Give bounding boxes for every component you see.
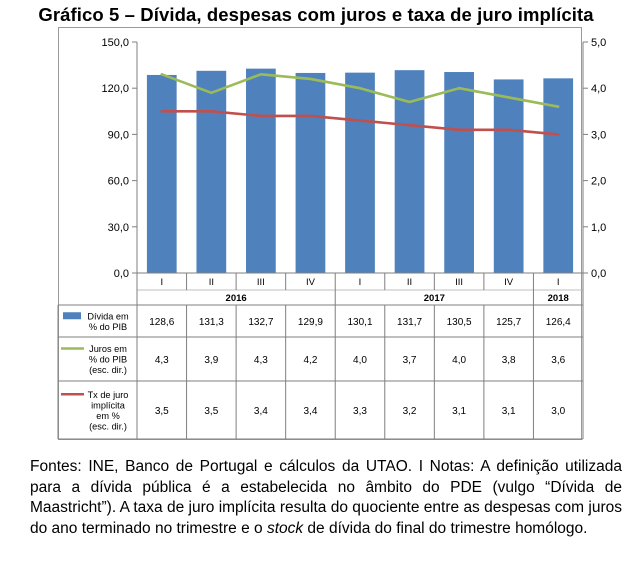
data-label: 4,0	[452, 355, 466, 366]
legend-label: Tx de juro	[88, 390, 129, 400]
data-label: 3,5	[155, 406, 169, 417]
data-label: 3,4	[254, 406, 268, 417]
x-tick-label: III	[455, 277, 463, 288]
legend-label: (esc. dir.)	[89, 421, 127, 431]
data-label: 129,9	[298, 317, 323, 328]
source-notes-text: Fontes: INE, Banco de Portugal e cálculo…	[30, 458, 622, 537]
y-tick-label-right: 0,0	[591, 268, 606, 280]
y-tick-label-left: 0,0	[114, 268, 129, 280]
legend-label: em %	[96, 411, 120, 421]
y-tick-label-right: 5,0	[591, 37, 606, 49]
legend-label: % do PIB	[89, 355, 127, 365]
x-group-label: 2016	[226, 293, 247, 304]
y-tick-label-right: 3,0	[591, 129, 606, 141]
legend-key	[63, 312, 81, 320]
chart-title: Gráfico 5 – Dívida, despesas com juros e…	[38, 4, 594, 25]
x-group-label: 2017	[424, 293, 445, 304]
y-tick-label-right: 2,0	[591, 176, 606, 188]
bar	[246, 68, 276, 273]
x-tick-label: I	[557, 277, 560, 288]
data-label: 3,1	[452, 406, 466, 417]
data-label: 3,9	[204, 355, 218, 366]
y-tick-label-right: 4,0	[591, 83, 606, 95]
bar	[493, 79, 524, 273]
y-tick-label-left: 90,0	[108, 129, 129, 141]
data-label: 3,6	[551, 355, 565, 366]
x-tick-label: IV	[306, 277, 316, 288]
x-tick-label: II	[407, 277, 412, 288]
data-label: 126,4	[546, 317, 571, 328]
bar	[444, 72, 474, 273]
series-line	[160, 110, 560, 136]
data-label: 125,7	[496, 317, 521, 328]
data-label: 130,5	[447, 317, 472, 328]
data-label: 3,7	[403, 355, 417, 366]
legend-label: % do PIB	[89, 322, 127, 332]
bar	[146, 74, 177, 274]
y-tick-label-left: 60,0	[108, 176, 129, 188]
source-notes-text-end: de dívida do final do trimestre homólogo…	[303, 519, 588, 537]
data-label: 3,5	[204, 406, 218, 417]
x-tick-label: I	[160, 277, 163, 288]
data-label: 4,0	[353, 355, 367, 366]
x-group-label: 2018	[548, 293, 569, 304]
y-tick-label-right: 1,0	[591, 222, 606, 234]
x-tick-label: IV	[504, 277, 514, 288]
data-label: 3,8	[502, 355, 516, 366]
chart: 0,0 30,0 60,0 90,0 120,0 150,0 0,0 1,0 2,0 3,0 4,0…	[57, 37, 606, 440]
data-label: 4,2	[303, 355, 317, 366]
legend-label: (esc. dir.)	[89, 365, 127, 375]
bar	[295, 72, 326, 273]
legend-label: Dívida em	[87, 311, 129, 321]
x-tick-label: III	[257, 277, 265, 288]
bar	[345, 72, 375, 274]
data-label: 3,1	[502, 406, 516, 417]
bar	[543, 78, 574, 274]
bar	[394, 70, 425, 273]
data-label: 131,3	[199, 317, 224, 328]
legend-label: Juros em	[89, 344, 127, 354]
data-label: 132,7	[248, 317, 273, 328]
source-notes-italic: stock	[266, 519, 304, 537]
bar	[196, 70, 227, 273]
data-label: 131,7	[397, 317, 422, 328]
x-tick-label: I	[359, 277, 362, 288]
series-line	[160, 73, 560, 108]
y-tick-label-left: 150,0	[101, 37, 129, 49]
y-tick-label-left: 30,0	[108, 222, 129, 234]
data-label: 3,3	[353, 406, 367, 417]
legend-label: implícita	[91, 400, 126, 410]
data-label: 128,6	[149, 317, 174, 328]
data-label: 4,3	[155, 355, 169, 366]
data-label: 3,4	[303, 406, 317, 417]
y-tick-label-left: 120,0	[101, 83, 129, 95]
data-label: 4,3	[254, 355, 268, 366]
source-notes: Fontes: INE, Banco de Portugal e cálculo…	[30, 457, 622, 539]
data-label: 3,0	[551, 406, 565, 417]
data-label: 130,1	[347, 317, 372, 328]
x-tick-label: II	[209, 277, 214, 288]
data-label: 3,2	[403, 406, 417, 417]
